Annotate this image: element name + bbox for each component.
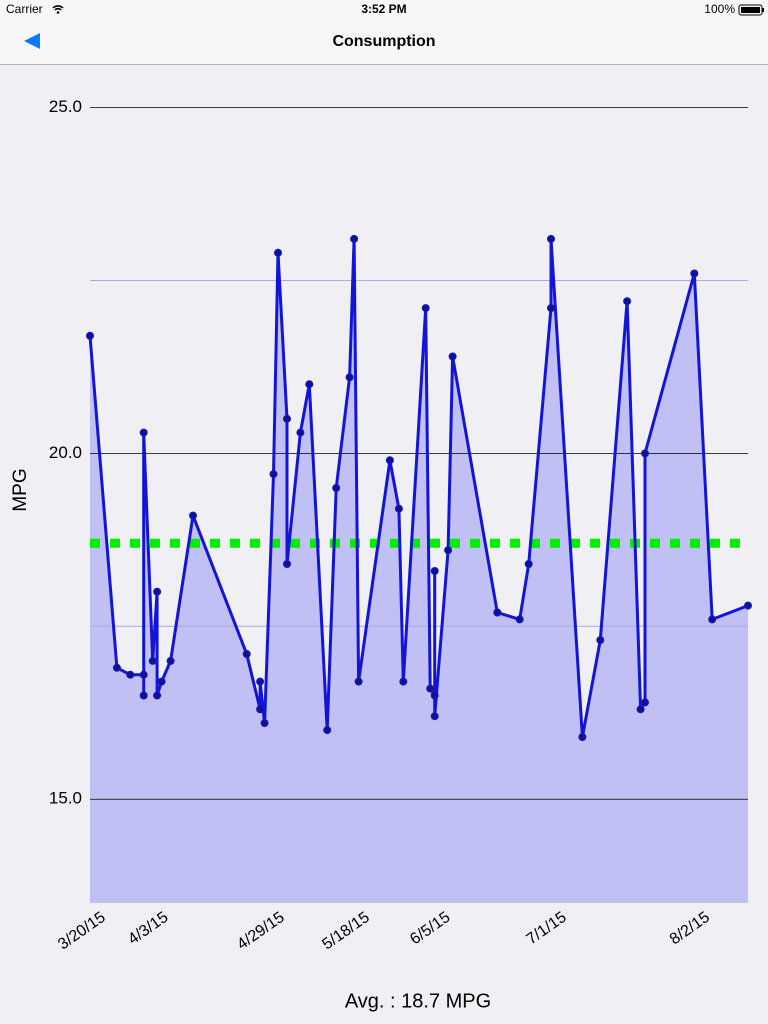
battery-fill: [741, 7, 760, 13]
data-point: [350, 234, 359, 243]
wifi-icon: [52, 5, 64, 11]
data-point: [641, 698, 649, 707]
data-point: [139, 428, 148, 437]
data-point: [242, 650, 251, 658]
data-point: [493, 608, 502, 617]
status-content: Carrier 3:52 PM 100%: [6, 2, 764, 16]
data-point: [547, 304, 555, 313]
data-point: [444, 546, 453, 555]
y-tick-label: 15.0: [49, 789, 82, 808]
data-point: [256, 705, 265, 714]
data-point: [448, 352, 457, 361]
data-point: [189, 511, 197, 520]
data-point: [354, 677, 363, 686]
data-point: [86, 331, 94, 340]
data-point: [430, 567, 439, 575]
x-tick-label: 4/3/15: [125, 909, 171, 949]
status-bar: [0, 0, 768, 20]
data-point: [578, 733, 587, 741]
y-tick-label: 20.0: [49, 443, 82, 462]
data-point: [524, 560, 533, 568]
data-point: [515, 615, 524, 624]
data-point: [708, 615, 717, 624]
x-tick-label: 6/5/15: [407, 909, 453, 949]
carrier: Carrier: [6, 2, 43, 16]
data-point: [153, 691, 162, 700]
data-point: [421, 304, 430, 313]
data-point: [305, 380, 314, 389]
data-point: [157, 677, 166, 686]
battery-icon: [738, 4, 763, 16]
data-point: [596, 636, 605, 645]
data-point: [623, 297, 632, 306]
data-point: [426, 684, 435, 693]
clock: 3:52 PM: [361, 2, 406, 16]
wifi-dot: [56, 11, 60, 14]
x-tick-label: 7/1/15: [524, 909, 570, 949]
data-point: [260, 719, 269, 728]
data-point: [283, 414, 291, 423]
x-tick-label: 4/29/15: [234, 909, 288, 954]
data-point: [139, 670, 148, 679]
y-axis-label: MPG: [10, 468, 31, 511]
data-point: [139, 691, 148, 700]
data-point: [256, 677, 265, 686]
data-point: [153, 587, 162, 596]
data-point: [323, 726, 332, 735]
data-point: [430, 712, 439, 721]
average-label: Avg. : 18.7 MPG: [345, 990, 491, 1012]
nav-bar: [0, 20, 768, 65]
data-point: [148, 656, 157, 665]
x-tick-label: 5/18/15: [319, 909, 373, 954]
data-point: [430, 691, 439, 700]
y-tick-label: 25.0: [49, 97, 82, 116]
data-point: [547, 234, 555, 243]
x-tick-label: 3/20/15: [55, 909, 109, 954]
data-point: [274, 248, 282, 257]
data-point: [283, 560, 291, 568]
data-point: [394, 504, 403, 513]
back-button[interactable]: [24, 33, 40, 49]
data-point: [112, 663, 121, 672]
data-point: [641, 449, 649, 458]
nav-title: Consumption: [332, 33, 435, 50]
data-point: [744, 601, 752, 610]
battery-tip: [762, 8, 764, 12]
data-point: [332, 484, 341, 492]
data-point: [399, 677, 408, 686]
data-point: [636, 705, 645, 714]
data-point: [166, 656, 175, 665]
data-point: [296, 428, 305, 437]
data-point: [269, 470, 278, 479]
battery-level: 100%: [704, 2, 735, 16]
area-fill: [90, 238, 748, 903]
x-tick-label: 8/2/15: [667, 909, 713, 949]
data-point: [690, 269, 699, 278]
data-point: [385, 456, 394, 465]
data-point: [345, 373, 354, 382]
data-point: [126, 670, 135, 679]
